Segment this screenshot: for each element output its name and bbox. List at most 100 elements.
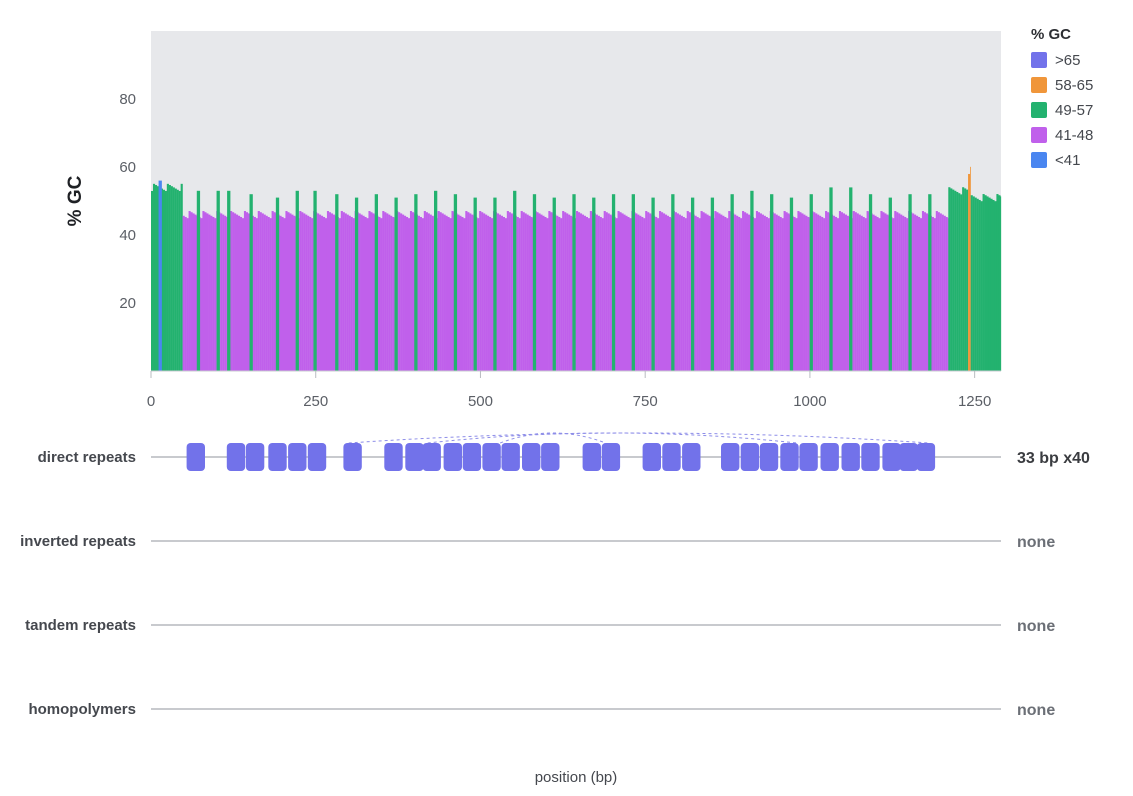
repeat-block[interactable] (422, 443, 441, 471)
gc-bar (882, 212, 885, 371)
repeat-block[interactable] (226, 443, 246, 471)
track-summary: none (1017, 534, 1055, 551)
gc-bar (649, 213, 652, 371)
gc-bar (253, 216, 256, 371)
repeat-block[interactable] (443, 443, 462, 471)
repeat-block[interactable] (682, 443, 701, 471)
gc-bar (516, 216, 519, 371)
gc-bar (686, 211, 689, 371)
gc-bar (224, 215, 227, 371)
gc-bar (765, 216, 768, 371)
gc-bar (324, 218, 328, 371)
gc-bars (151, 166, 1002, 371)
repeat-block[interactable] (662, 443, 681, 471)
gc-bar (538, 213, 541, 371)
gc-bar (738, 216, 741, 371)
gc-bar (243, 211, 247, 371)
repeat-block[interactable] (882, 443, 901, 471)
gc-bar (380, 218, 383, 371)
gc-bar (309, 216, 312, 371)
repeat-block[interactable] (245, 443, 265, 471)
repeat-block[interactable] (268, 443, 287, 471)
gc-bar (825, 211, 828, 371)
repeat-block[interactable] (820, 443, 839, 471)
gc-bar (566, 213, 569, 371)
gc-bar (489, 216, 492, 371)
repeat-block[interactable] (288, 443, 307, 471)
repeat-block[interactable] (759, 443, 779, 471)
gc-bar (340, 211, 343, 371)
repeat-block[interactable] (307, 443, 327, 471)
gc-bar (706, 214, 709, 371)
gc-bar (607, 213, 610, 371)
gc-bar (815, 213, 818, 371)
gc-bar (923, 212, 927, 371)
gc-bar (251, 215, 254, 371)
gc-bar (152, 183, 156, 371)
repeat-block[interactable] (841, 443, 860, 471)
gc-bar (813, 212, 816, 371)
repeat-block[interactable] (482, 443, 501, 471)
gc-bar (896, 212, 899, 371)
gc-bar (409, 211, 413, 371)
repeat-block[interactable] (721, 443, 740, 471)
x-tick-label: 250 (303, 393, 328, 410)
repeat-block[interactable] (582, 443, 601, 471)
repeat-block[interactable] (405, 443, 424, 471)
repeat-block[interactable] (740, 443, 760, 471)
gc-bar (184, 216, 187, 371)
repeat-block[interactable] (541, 443, 560, 471)
gc-bar (212, 216, 215, 371)
repeat-block[interactable] (799, 443, 818, 471)
repeat-block[interactable] (384, 443, 403, 471)
gc-bar (595, 214, 598, 371)
repeat-block[interactable] (343, 443, 362, 471)
gc-bar (846, 215, 849, 371)
legend-swatch (1031, 52, 1047, 68)
gc-bar (917, 216, 921, 371)
repeat-block[interactable] (462, 443, 482, 471)
gc-bar (407, 218, 411, 371)
gc-bar (728, 211, 731, 371)
gc-bar (948, 187, 951, 371)
repeat-block[interactable] (861, 443, 880, 471)
gc-bar (307, 215, 310, 371)
gc-bar (326, 211, 330, 371)
gc-bar (876, 216, 879, 371)
gc-bar (933, 218, 936, 371)
repeat-block[interactable] (522, 443, 541, 471)
gc-bar (795, 218, 798, 371)
gc-bar (156, 186, 160, 371)
gc-bar (206, 213, 209, 371)
repeat-block[interactable] (186, 443, 205, 471)
gc-bar (386, 213, 389, 371)
repeat-block[interactable] (916, 443, 936, 471)
legend: % GC >65 58-65 49-57 41-48 <41 (1031, 26, 1093, 169)
gc-spike (572, 194, 576, 371)
gc-bar (968, 173, 971, 371)
gc-bar (860, 215, 863, 371)
repeat-block[interactable] (601, 443, 621, 471)
gc-bar (402, 214, 405, 371)
gc-bar (384, 212, 387, 371)
gc-bar (364, 216, 367, 371)
gc-bar (583, 215, 587, 371)
repeat-block[interactable] (642, 443, 661, 471)
gc-bar (425, 212, 428, 371)
legend-title: % GC (1031, 26, 1071, 43)
gc-bar (556, 215, 559, 371)
repeat-block[interactable] (899, 443, 918, 471)
gc-bar (388, 214, 391, 371)
gc-bar (797, 211, 800, 371)
gc-bar (285, 211, 288, 371)
repeat-block[interactable] (780, 443, 799, 471)
gc-bar (821, 216, 824, 371)
gc-bar (637, 214, 640, 371)
gc-bar (441, 213, 444, 371)
gc-spike (829, 187, 833, 371)
repeat-block[interactable] (501, 443, 520, 471)
gc-bar (698, 218, 701, 371)
gc-bar (220, 213, 223, 371)
gc-bar (210, 215, 213, 371)
gc-bar (858, 214, 861, 371)
